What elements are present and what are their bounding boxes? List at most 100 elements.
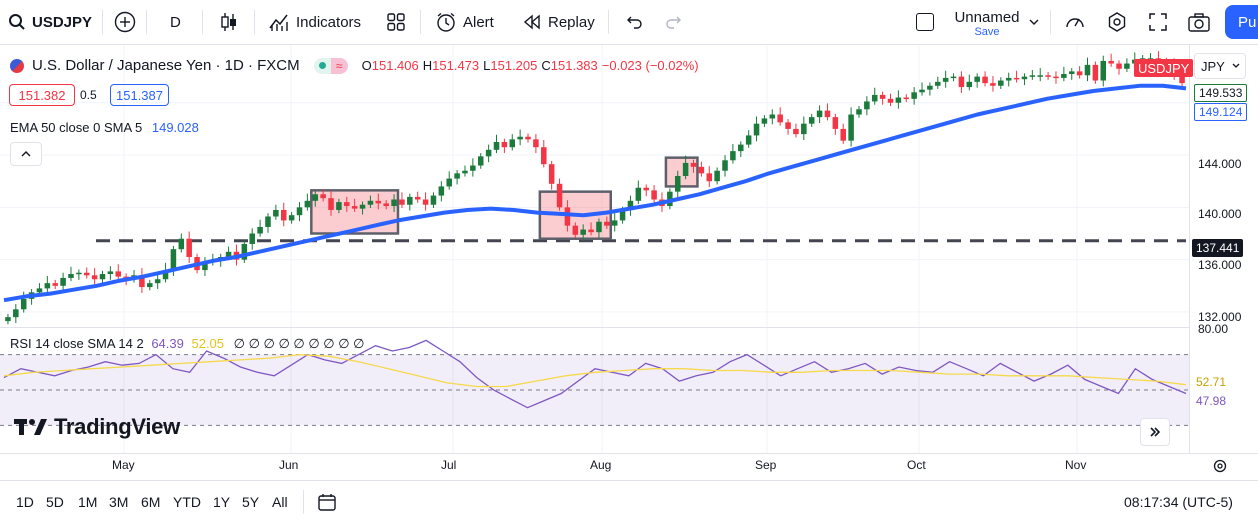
price-change: −0.023 (−0.02%) xyxy=(601,58,699,73)
templates-button[interactable] xyxy=(386,0,406,44)
candle-body xyxy=(1108,60,1114,64)
indicators-icon xyxy=(269,14,288,31)
candle-body xyxy=(958,76,965,88)
chevron-up-icon xyxy=(21,151,31,157)
range-1m-button[interactable]: 1M xyxy=(78,494,98,510)
candle-body xyxy=(36,288,43,293)
collapse-legend-button[interactable] xyxy=(10,142,42,166)
candle-body xyxy=(1045,75,1051,77)
rewind-icon xyxy=(523,14,540,30)
time-tick: May xyxy=(112,458,135,472)
candle-body xyxy=(1037,75,1043,77)
fullscreen-button[interactable] xyxy=(1148,0,1168,44)
alert-button[interactable]: Alert xyxy=(435,0,494,44)
ema-value: 149.028 xyxy=(151,120,199,135)
range-ytd-button[interactable]: YTD xyxy=(173,494,201,510)
level-price-tag: 137.441 xyxy=(1192,239,1244,257)
chart-settings-button[interactable] xyxy=(1212,458,1228,479)
candle-body xyxy=(706,173,713,182)
buy-button[interactable]: 151.387 xyxy=(110,84,169,106)
candle-body xyxy=(83,272,90,276)
publish-button[interactable]: Pu xyxy=(1225,5,1258,39)
candle-body xyxy=(383,203,389,207)
candle-body xyxy=(738,144,744,152)
symbol-search-button[interactable]: USDJPY xyxy=(8,0,92,44)
currency-button[interactable]: JPY xyxy=(1194,53,1246,79)
scroll-to-realtime-button[interactable] xyxy=(1140,418,1170,446)
candle-body xyxy=(517,136,523,140)
ema-label: EMA 50 close 0 SMA 5 xyxy=(10,120,143,135)
settings-button[interactable] xyxy=(1106,0,1128,44)
candle-body xyxy=(588,229,594,233)
flag-icon xyxy=(10,58,24,73)
market-status-icon[interactable]: ≈ xyxy=(313,57,348,74)
range-3m-button[interactable]: 3M xyxy=(109,494,129,510)
snapshot-button[interactable] xyxy=(1187,0,1211,44)
rsi-legend: RSI 14 close SMA 14 2 64.39 52.05 ∅ ∅ ∅ … xyxy=(10,336,364,352)
candle-body xyxy=(619,209,626,221)
candle-body xyxy=(241,243,248,260)
range-6m-button[interactable]: 6M xyxy=(141,494,161,510)
ohlc-low: 151.205 xyxy=(490,58,538,73)
chart-canvas[interactable] xyxy=(0,45,1258,480)
symbol-price-tag: USDJPY xyxy=(1134,59,1194,77)
interval-label: D xyxy=(170,13,181,31)
main-legend: U.S. Dollar / Japanese Yen · 1D · FXCM ≈… xyxy=(10,57,699,74)
range-1d-button[interactable]: 1D xyxy=(16,494,34,510)
ohlc-high-label: H xyxy=(422,58,433,73)
layout-toggle[interactable] xyxy=(916,0,934,44)
time-tick: Jul xyxy=(441,458,457,472)
clock-timezone[interactable]: 08:17:34 (UTC-5) xyxy=(1124,494,1233,510)
candle-body xyxy=(273,209,279,217)
candle-body xyxy=(375,200,382,204)
candles-layer xyxy=(5,51,1185,325)
toolbar-divider xyxy=(1050,10,1051,34)
candle-body xyxy=(422,199,429,205)
candle-body xyxy=(336,202,342,210)
candle-body xyxy=(414,196,421,200)
sell-button[interactable]: 151.382 xyxy=(9,84,75,106)
candle-body xyxy=(722,160,728,171)
redo-button[interactable] xyxy=(664,0,684,44)
replay-button[interactable]: Replay xyxy=(522,0,595,44)
interval-button[interactable]: D xyxy=(170,0,181,44)
indicators-button[interactable]: Indicators xyxy=(268,0,361,44)
candle-body xyxy=(548,164,555,184)
candle-body xyxy=(139,275,145,288)
undo-button[interactable] xyxy=(624,0,644,44)
replay-label: Replay xyxy=(548,13,595,31)
quick-search-button[interactable] xyxy=(1064,0,1086,44)
candle-body xyxy=(982,76,988,84)
layout-name: Unnamed xyxy=(954,9,1020,26)
compare-button[interactable] xyxy=(114,0,136,44)
speedometer-icon xyxy=(1066,18,1084,28)
candle-body xyxy=(60,277,66,286)
plus-circle-icon xyxy=(114,11,136,33)
tradingview-watermark: TradingView xyxy=(14,414,180,440)
goto-date-button[interactable] xyxy=(316,481,338,523)
candle-body xyxy=(107,271,114,275)
candle-body xyxy=(68,274,74,278)
layout-menu-button[interactable] xyxy=(1028,0,1040,44)
candle-body xyxy=(470,165,476,171)
ohlc-close-label: C xyxy=(541,58,551,73)
square-icon xyxy=(916,13,934,31)
candle-body xyxy=(1005,77,1012,81)
candle-body xyxy=(674,175,681,192)
layout-status: Save xyxy=(974,26,1000,38)
candle-body xyxy=(864,101,870,110)
chart-type-button[interactable] xyxy=(218,0,240,44)
rsi-value-tag: 47.98 xyxy=(1192,392,1231,410)
candle-body xyxy=(44,283,51,289)
layout-name-button[interactable]: Unnamed Save xyxy=(952,9,1022,39)
time-axis-border xyxy=(0,453,1258,454)
range-all-button[interactable]: All xyxy=(272,494,288,510)
candle-body xyxy=(580,229,586,235)
ohlc-close: 151.383 xyxy=(550,58,598,73)
rsi-layer xyxy=(0,339,1189,426)
range-1y-button[interactable]: 1Y xyxy=(213,494,231,510)
candle-body xyxy=(1116,63,1122,69)
candle-body xyxy=(509,139,516,148)
range-5y-button[interactable]: 5Y xyxy=(242,494,260,510)
range-5d-button[interactable]: 5D xyxy=(46,494,64,510)
